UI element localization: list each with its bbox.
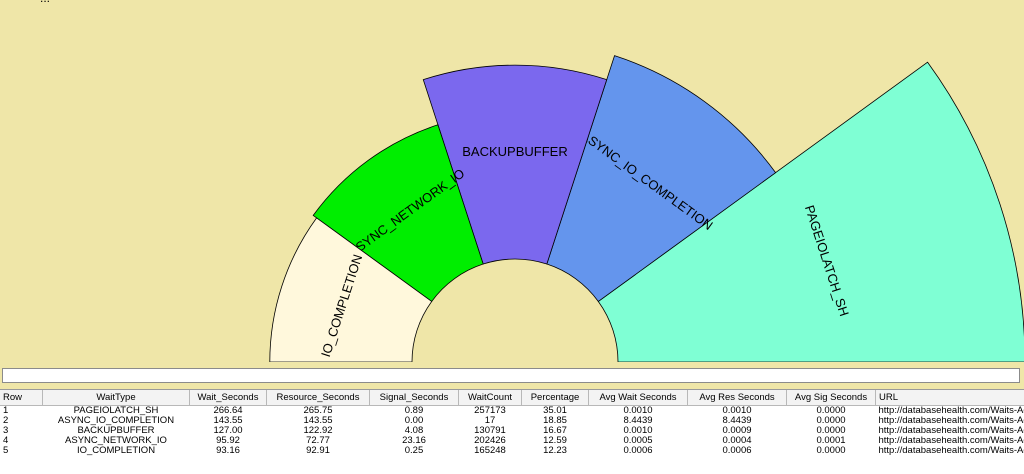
table-cell: 165248 [459,446,522,456]
table-cell: http://databasehealth.com/Waits-Advisor/… [876,446,1024,456]
pie-chart: PAGEIOLATCH_SHASYNC_IO_COMPLETIONBACKUPB… [0,0,1024,362]
column-header[interactable]: Signal_Seconds [370,390,459,406]
table-cell: 0.25 [370,446,459,456]
table-cell: 0.0006 [688,446,787,456]
table-cell: IO_COMPLETION [43,446,190,456]
table-cell: 12.23 [522,446,589,456]
column-header[interactable]: WaitCount [459,390,522,406]
table-cell: 0.0000 [787,446,876,456]
column-header[interactable]: Avg Res Seconds [688,390,787,406]
chart-panel: ... PAGEIOLATCH_SHASYNC_IO_COMPLETIONBAC… [0,0,1024,362]
table-cell: 5 [0,446,43,456]
column-header[interactable]: Wait_Seconds [190,390,267,406]
table-cell: 0.0006 [589,446,688,456]
column-header[interactable]: URL [876,390,1024,406]
column-header[interactable]: WaitType [43,390,190,406]
column-header[interactable]: Avg Wait Seconds [589,390,688,406]
column-header[interactable]: Avg Sig Seconds [787,390,876,406]
table-cell: 92.91 [267,446,370,456]
column-header[interactable]: Resource_Seconds [267,390,370,406]
slice-label: BACKUPBUFFER [462,144,567,159]
filter-input[interactable] [2,368,1020,383]
column-header[interactable]: Percentage [522,390,589,406]
column-header[interactable]: Row [0,390,43,406]
table-cell: 93.16 [190,446,267,456]
